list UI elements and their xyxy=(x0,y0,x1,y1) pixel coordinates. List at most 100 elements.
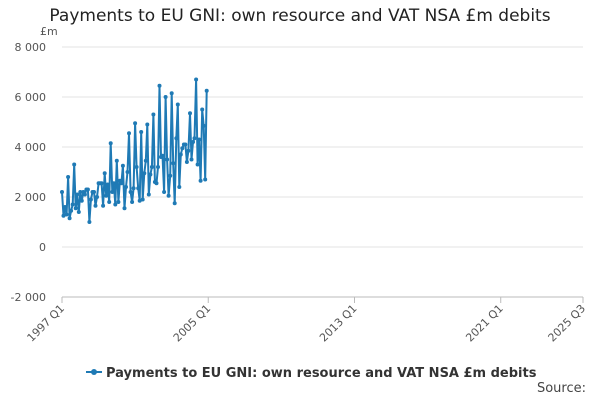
data-point[interactable] xyxy=(168,173,173,178)
data-point[interactable] xyxy=(95,195,99,199)
data-point[interactable] xyxy=(157,83,162,88)
data-point[interactable] xyxy=(93,203,98,208)
data-point[interactable] xyxy=(70,202,75,207)
data-point[interactable] xyxy=(154,181,159,186)
data-point[interactable] xyxy=(113,202,118,207)
data-point[interactable] xyxy=(192,136,197,141)
chart-title: Payments to EU GNI: own resource and VAT… xyxy=(49,6,551,26)
data-point[interactable] xyxy=(111,181,116,186)
data-point[interactable] xyxy=(189,157,194,162)
data-point[interactable] xyxy=(191,140,195,144)
data-point[interactable] xyxy=(171,161,176,166)
data-point[interactable] xyxy=(119,181,124,186)
data-point[interactable] xyxy=(61,213,66,218)
data-point[interactable] xyxy=(75,192,80,197)
data-point[interactable] xyxy=(66,175,71,179)
data-point[interactable] xyxy=(163,95,168,99)
data-point[interactable] xyxy=(78,190,83,194)
legend[interactable]: Payments to EU GNI: own resource and VAT… xyxy=(86,366,537,381)
data-point[interactable] xyxy=(197,137,202,142)
data-point[interactable] xyxy=(99,181,104,186)
data-point[interactable] xyxy=(125,170,130,174)
data-point[interactable] xyxy=(133,121,138,126)
data-point[interactable] xyxy=(186,148,191,153)
source-label[interactable]: Source: xyxy=(536,381,586,396)
data-point[interactable] xyxy=(130,200,135,204)
data-point[interactable] xyxy=(166,193,171,198)
y-tick-label: 6 000 xyxy=(15,91,47,104)
data-point[interactable] xyxy=(64,212,69,217)
data-point[interactable] xyxy=(82,192,87,197)
data-point[interactable] xyxy=(107,200,112,204)
data-point[interactable] xyxy=(183,142,188,147)
data-point[interactable] xyxy=(101,203,106,208)
data-point[interactable] xyxy=(160,153,165,158)
data-point[interactable] xyxy=(87,220,92,224)
data-point[interactable] xyxy=(203,177,208,182)
data-point[interactable] xyxy=(195,162,200,167)
data-point[interactable] xyxy=(72,162,77,167)
data-point[interactable] xyxy=(120,163,125,168)
data-point[interactable] xyxy=(143,158,148,163)
data-point[interactable] xyxy=(102,171,107,176)
data-point[interactable] xyxy=(73,206,78,211)
data-point[interactable] xyxy=(69,208,74,213)
data-point[interactable] xyxy=(63,205,67,209)
data-point[interactable] xyxy=(114,158,119,163)
data-point[interactable] xyxy=(174,136,179,141)
y-axis-unit-label: £m xyxy=(40,25,58,38)
x-tick-label: 2013 Q1 xyxy=(317,302,360,345)
data-point[interactable] xyxy=(124,185,128,189)
y-tick-label: 4 000 xyxy=(15,141,47,154)
data-point[interactable] xyxy=(139,130,144,134)
data-point[interactable] xyxy=(165,157,170,162)
data-point[interactable] xyxy=(146,192,151,197)
data-point[interactable] xyxy=(148,172,153,177)
data-point[interactable] xyxy=(201,123,206,128)
data-point[interactable] xyxy=(92,190,96,194)
legend-marker-icon xyxy=(91,369,97,375)
data-point[interactable] xyxy=(79,198,84,203)
data-point[interactable] xyxy=(60,190,64,194)
data-point[interactable] xyxy=(169,91,174,96)
data-point[interactable] xyxy=(198,178,203,183)
y-tick-label: 8 000 xyxy=(15,41,47,54)
data-point[interactable] xyxy=(145,122,150,127)
data-point[interactable] xyxy=(162,190,167,194)
data-point[interactable] xyxy=(85,187,90,192)
data-point[interactable] xyxy=(131,186,136,191)
data-point[interactable] xyxy=(88,197,93,202)
y-tick-label: 2 000 xyxy=(15,191,47,204)
data-point[interactable] xyxy=(194,77,199,82)
data-point[interactable] xyxy=(110,190,115,194)
data-point[interactable] xyxy=(136,186,141,191)
data-point[interactable] xyxy=(142,171,147,176)
data-point[interactable] xyxy=(127,131,131,136)
data-point[interactable] xyxy=(128,190,133,194)
data-point[interactable] xyxy=(172,201,177,206)
data-point[interactable] xyxy=(184,160,189,164)
data-point[interactable] xyxy=(104,193,109,198)
data-point[interactable] xyxy=(175,102,180,107)
data-point[interactable] xyxy=(177,185,182,189)
data-point[interactable] xyxy=(76,210,81,214)
data-point[interactable] xyxy=(180,146,185,151)
data-point[interactable] xyxy=(134,165,139,169)
data-point[interactable] xyxy=(108,141,113,146)
data-point[interactable] xyxy=(151,112,156,117)
data-point[interactable] xyxy=(137,198,142,203)
data-point[interactable] xyxy=(156,165,160,169)
data-point[interactable] xyxy=(67,216,72,221)
data-point[interactable] xyxy=(200,107,205,112)
data-point[interactable] xyxy=(140,197,145,202)
x-tick-label: 2025 Q3 xyxy=(546,302,589,345)
data-point[interactable] xyxy=(204,88,209,93)
data-point[interactable] xyxy=(149,165,154,169)
data-point[interactable] xyxy=(116,200,121,204)
data-point[interactable] xyxy=(188,111,192,116)
data-point[interactable] xyxy=(105,182,110,187)
data-point[interactable] xyxy=(178,152,183,157)
data-point[interactable] xyxy=(122,206,127,211)
legend-label: Payments to EU GNI: own resource and VAT… xyxy=(106,366,537,381)
